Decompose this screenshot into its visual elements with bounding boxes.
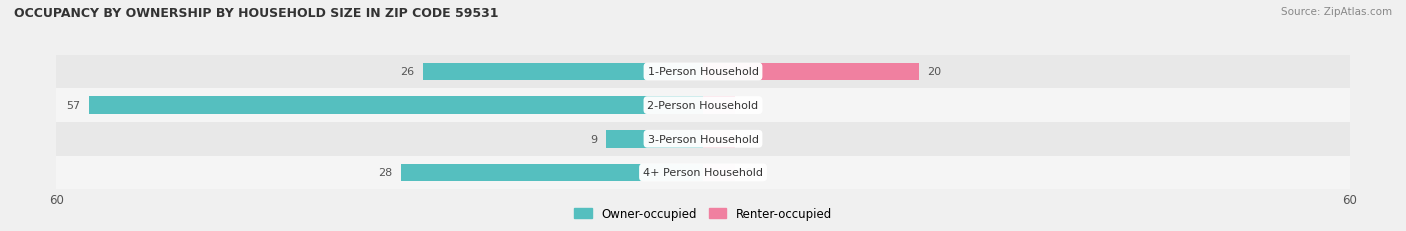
Legend: Owner-occupied, Renter-occupied: Owner-occupied, Renter-occupied: [569, 203, 837, 225]
Text: 0: 0: [744, 101, 751, 111]
Bar: [401, 164, 703, 181]
Text: 0: 0: [744, 168, 751, 178]
Text: 9: 9: [591, 134, 598, 144]
Text: 2-Person Household: 2-Person Household: [647, 101, 759, 111]
Bar: [606, 131, 703, 148]
Bar: [56, 156, 1350, 189]
Text: 57: 57: [66, 101, 80, 111]
Text: 4+ Person Household: 4+ Person Household: [643, 168, 763, 178]
Text: 28: 28: [378, 168, 392, 178]
Bar: [56, 122, 1350, 156]
Bar: [703, 164, 735, 181]
Bar: [703, 97, 735, 114]
Text: 26: 26: [399, 67, 415, 77]
Text: 3-Person Household: 3-Person Household: [648, 134, 758, 144]
Bar: [56, 55, 1350, 89]
Bar: [423, 64, 703, 81]
Text: OCCUPANCY BY OWNERSHIP BY HOUSEHOLD SIZE IN ZIP CODE 59531: OCCUPANCY BY OWNERSHIP BY HOUSEHOLD SIZE…: [14, 7, 499, 20]
Text: 1-Person Household: 1-Person Household: [648, 67, 758, 77]
Bar: [703, 64, 918, 81]
Bar: [56, 89, 1350, 122]
Text: Source: ZipAtlas.com: Source: ZipAtlas.com: [1281, 7, 1392, 17]
Text: 20: 20: [927, 67, 942, 77]
Bar: [89, 97, 703, 114]
Text: 0: 0: [744, 134, 751, 144]
Bar: [703, 131, 735, 148]
